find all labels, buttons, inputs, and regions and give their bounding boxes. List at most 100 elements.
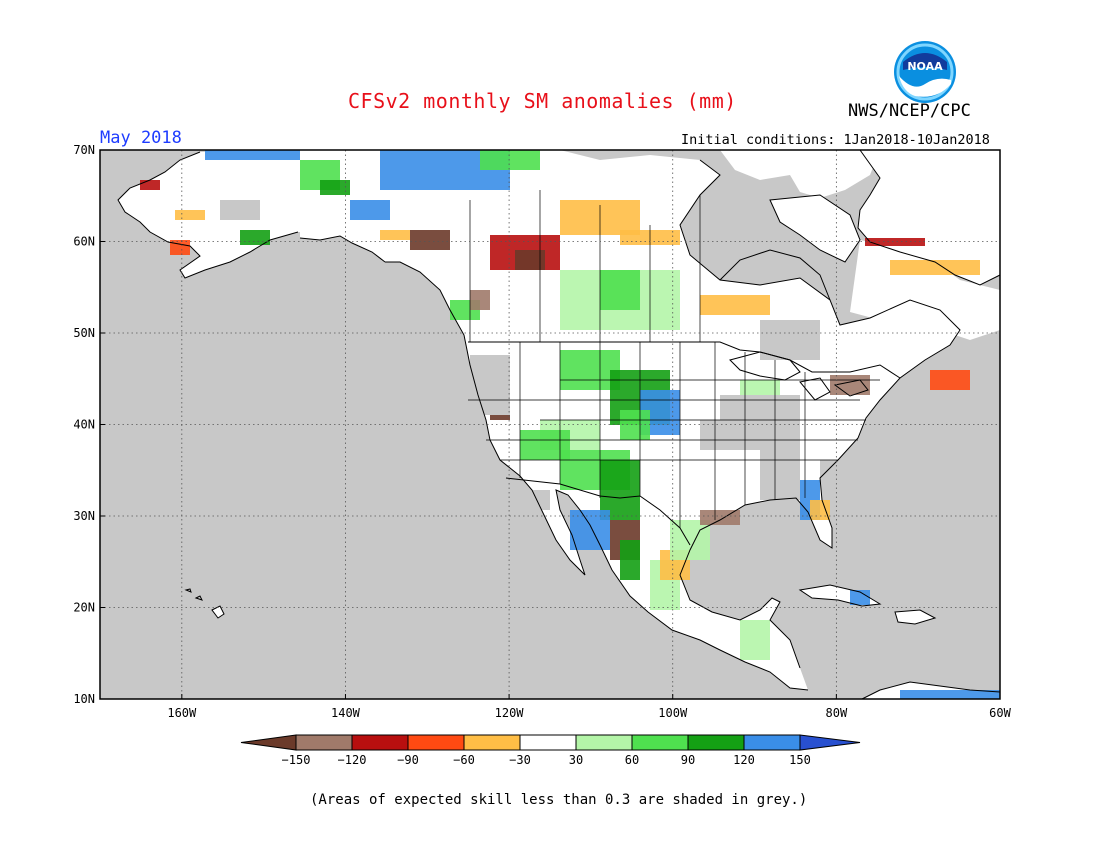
chart-title: CFSv2 monthly SM anomalies (mm) — [348, 89, 737, 113]
colorbar-bin — [519, 734, 577, 751]
anomaly-cell — [205, 150, 300, 160]
anomaly-cell — [600, 270, 640, 310]
land-baffin — [770, 195, 860, 262]
noaa-logo-sky — [903, 53, 947, 70]
colorbar-bin — [575, 734, 633, 751]
anomaly-cell — [380, 230, 410, 240]
anomaly-cell — [320, 180, 350, 195]
low-skill-cell — [820, 460, 850, 480]
colorbar-tick-label: −30 — [509, 753, 531, 767]
lat-label: 40N — [73, 418, 95, 432]
anomaly-cell — [175, 210, 205, 220]
noaa-logo: NOAA — [894, 41, 956, 103]
anomaly-cell — [700, 510, 740, 525]
anomaly-cell — [620, 540, 640, 580]
colorbar-tick-label: 120 — [733, 753, 755, 767]
colorbar-bin — [407, 734, 465, 751]
lat-label: 50N — [73, 326, 95, 340]
low-skill-cell — [700, 420, 760, 450]
axis-ticks — [100, 149, 1001, 700]
anomaly-cell — [850, 590, 870, 605]
province-lines — [469, 190, 701, 342]
anomaly-cell — [470, 290, 490, 310]
anomaly-cell — [170, 240, 190, 255]
anomaly-cell — [670, 520, 710, 560]
colorbar-bin — [687, 734, 745, 751]
noaa-logo-ring — [896, 43, 954, 101]
coast-baffin — [769, 194, 861, 263]
lon-label: 80W — [826, 706, 848, 720]
lat-label: 10N — [73, 692, 95, 706]
latitude-labels: 70N 60N 50N 40N 30N 20N 10N — [73, 143, 95, 706]
lon-label: 100W — [658, 706, 688, 720]
low-skill-cell — [470, 355, 510, 415]
anomaly-cell — [900, 690, 1000, 699]
coast-greenland — [857, 149, 1001, 286]
coast-south-america — [861, 681, 1001, 700]
coast-hispaniola — [894, 609, 937, 625]
hudson-bay — [719, 249, 831, 301]
lat-label: 30N — [73, 509, 95, 523]
colorbar-bin — [463, 734, 521, 751]
anomaly-cell — [350, 200, 390, 220]
lon-label: 60W — [989, 706, 1011, 720]
anomaly-cell — [410, 230, 450, 250]
colorbar — [240, 734, 861, 751]
state-lines — [468, 342, 880, 528]
coastlines — [117, 149, 1001, 700]
land-labrador — [850, 240, 1000, 340]
anomaly-cell — [515, 250, 545, 270]
coast-cuba — [798, 584, 882, 607]
colorbar-arrow-low — [240, 734, 297, 751]
low-skill-cell — [120, 260, 180, 270]
anomaly-cell — [570, 510, 610, 550]
land-greenland — [858, 150, 1000, 285]
colorbar-tick-label: −90 — [397, 753, 419, 767]
colorbar-tick-label: 30 — [569, 753, 583, 767]
agency-label: NWS/NCEP/CPC — [848, 101, 971, 121]
lon-label: 140W — [331, 706, 361, 720]
noaa-logo-gull — [899, 76, 951, 97]
colorbar-tick-label: 60 — [625, 753, 639, 767]
longitude-labels: 160W 140W 120W 100W 80W 60W — [167, 706, 1011, 720]
us-canada-border — [468, 341, 901, 379]
anomaly-cells — [120, 150, 1000, 699]
coast-alaska — [117, 151, 386, 279]
colorbar-labels: −150 −120 −90 −60 −30 30 60 90 120 150 — [282, 753, 811, 767]
us-mexico-border — [505, 477, 691, 546]
anomaly-cell — [865, 238, 925, 246]
anomaly-cell — [810, 500, 830, 520]
colorbar-tick-label: 150 — [789, 753, 811, 767]
land-arctic-islands — [720, 150, 880, 198]
anomaly-cell — [620, 410, 650, 440]
low-skill-cell — [220, 200, 260, 220]
colorbar-tick-label: −120 — [338, 753, 367, 767]
anomaly-cell — [740, 620, 770, 660]
initial-conditions-label: Initial conditions: 1Jan2018-10Jan2018 — [681, 132, 990, 148]
low-skill-cell — [520, 490, 550, 510]
anomaly-cell — [700, 295, 770, 315]
colorbar-bin — [631, 734, 689, 751]
colorbar-bin — [351, 734, 409, 751]
lon-label: 120W — [495, 706, 525, 720]
graticule — [100, 150, 1000, 699]
anomaly-cell — [480, 150, 540, 170]
anomaly-cell — [140, 180, 160, 190]
colorbar-bin — [743, 734, 801, 751]
colorbar-tick-label: −150 — [282, 753, 311, 767]
lon-label: 160W — [167, 706, 197, 720]
colorbar-tick-label: −60 — [453, 753, 475, 767]
footnote: (Areas of expected skill less than 0.3 a… — [310, 792, 808, 808]
coast-gulf-atlantic — [679, 159, 961, 669]
lat-label: 70N — [73, 143, 95, 157]
lat-label: 20N — [73, 601, 95, 615]
noaa-logo-text: NOAA — [907, 60, 943, 73]
lat-label: 60N — [73, 235, 95, 249]
valid-month-label: May 2018 — [100, 128, 182, 148]
low-skill-cell — [760, 320, 820, 360]
colorbar-bin — [295, 734, 353, 751]
colorbar-arrow-high — [799, 734, 861, 751]
anomaly-cell — [890, 260, 980, 275]
anomaly-cell — [930, 370, 970, 390]
